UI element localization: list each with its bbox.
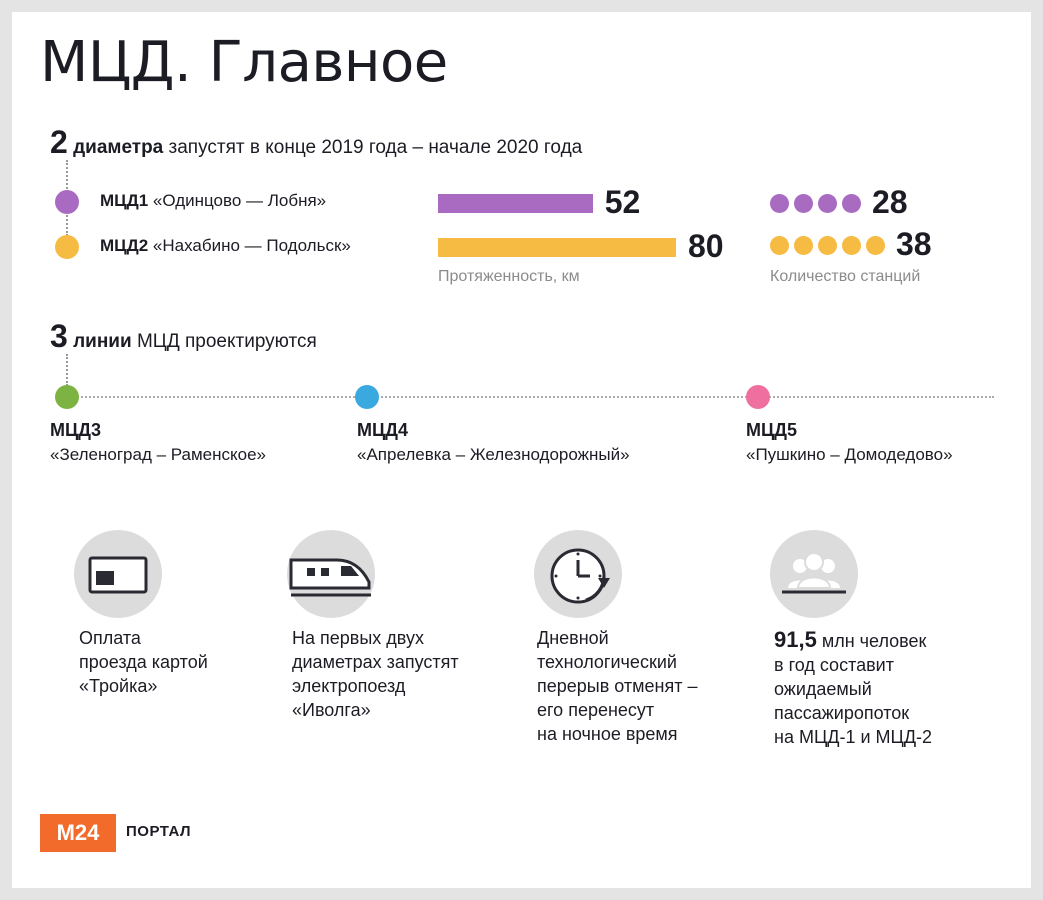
length-bar — [438, 238, 676, 257]
length-caption: Протяженность, км — [438, 268, 580, 285]
passengers-number: 91,5 — [774, 627, 817, 652]
lines-text: МЦД проектируются — [136, 331, 317, 352]
station-dot — [866, 236, 885, 255]
line-route-mcd3: «Зеленоград – Раменское» — [50, 445, 267, 464]
stations-caption: Количество станций — [770, 268, 921, 285]
route-name: МЦД2 — [100, 236, 149, 255]
line-route-mcd4: «Апрелевка – Железнодорожный» — [357, 445, 630, 464]
card-icon — [74, 530, 162, 618]
m24-logo: М24 — [40, 814, 116, 852]
feature-text-payment: Оплата проезда картой «Тройка» — [79, 628, 208, 696]
line-dot-mcd4 — [355, 385, 379, 409]
station-dot — [818, 194, 837, 213]
page-title: МЦД. Главное — [40, 30, 448, 95]
feature-passengers: 91,5 млн человек в год составит ожидаемы… — [774, 628, 932, 749]
route-dot-mcd2 — [55, 235, 79, 259]
diameters-count: 2 — [50, 124, 68, 160]
station-dot — [818, 236, 837, 255]
length-bar — [438, 194, 593, 213]
stations-value-label: 28 — [872, 184, 908, 220]
station-dot — [794, 194, 813, 213]
route-dot-mcd1 — [55, 190, 79, 214]
line-dot-mcd5 — [746, 385, 770, 409]
route-name: МЦД1 — [100, 191, 149, 210]
line-name-mcd3: МЦД3 — [50, 420, 101, 440]
station-dot — [770, 236, 789, 255]
route-mcd1: МЦД1 «Одинцово — Лобня» — [100, 191, 326, 211]
line-name-mcd5: МЦД5 — [746, 420, 797, 440]
lines-heading: 3 линии МЦД проектируются — [50, 318, 317, 355]
lines-bold: линии — [73, 331, 132, 352]
station-dot — [842, 194, 861, 213]
station-dot — [770, 194, 789, 213]
passengers-text: в год составит ожидаемый пассажиропоток … — [774, 655, 933, 747]
line-route-mcd5: «Пушкино – Домодедово» — [746, 445, 953, 464]
route-desc: «Одинцово — Лобня» — [152, 191, 327, 210]
portal-label: ПОРТАЛ — [126, 823, 192, 840]
stations-value-label: 38 — [896, 226, 932, 262]
line-dot-mcd3 — [55, 385, 79, 409]
passengers-unit: млн человек — [816, 631, 927, 651]
station-dot — [794, 236, 813, 255]
length-bar-chart: 52 80 — [438, 180, 738, 264]
train-icon — [287, 530, 375, 618]
route-desc: «Нахабино — Подольск» — [152, 236, 351, 255]
lines-connector — [66, 354, 68, 386]
route-mcd2: МЦД2 «Нахабино — Подольск» — [100, 236, 351, 256]
diameters-bold: диаметра — [73, 137, 164, 158]
clock-icon — [534, 530, 622, 618]
feature-text-train: На первых двух диаметрах запустят электр… — [292, 628, 459, 720]
station-dot — [842, 236, 861, 255]
line-name-mcd4: МЦД4 — [357, 420, 408, 440]
planned-lines-axis — [66, 396, 994, 398]
lines-count: 3 — [50, 318, 68, 354]
length-value-label: 80 — [688, 228, 724, 264]
people-icon — [770, 530, 858, 618]
length-value-label: 52 — [604, 184, 641, 220]
diameters-heading: 2 диаметра запустят в конце 2019 года – … — [50, 124, 582, 161]
diameters-text: запустят в конце 2019 года – начале 2020… — [168, 137, 583, 158]
infographic-card — [12, 12, 1031, 888]
stations-dot-chart: 28 38 — [770, 180, 970, 262]
feature-text-break: Дневной технологический перерыв отменят … — [537, 628, 698, 744]
